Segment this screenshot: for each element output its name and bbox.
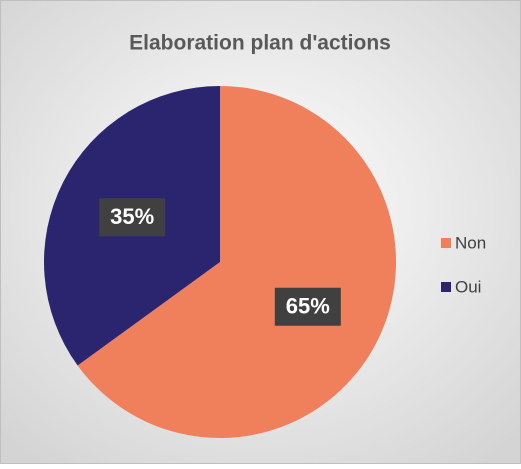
legend-label: Oui [455,277,481,296]
legend-swatch [441,282,451,292]
legend-swatch [441,238,451,248]
data-label-box [274,287,341,326]
pie-slice [77,86,397,439]
legend-label: Non [455,233,486,252]
data-label: 65% [286,294,330,319]
chart-title: Elaboration plan d'actions [129,32,391,55]
data-label: 35% [110,204,154,229]
data-label-box [99,198,166,237]
